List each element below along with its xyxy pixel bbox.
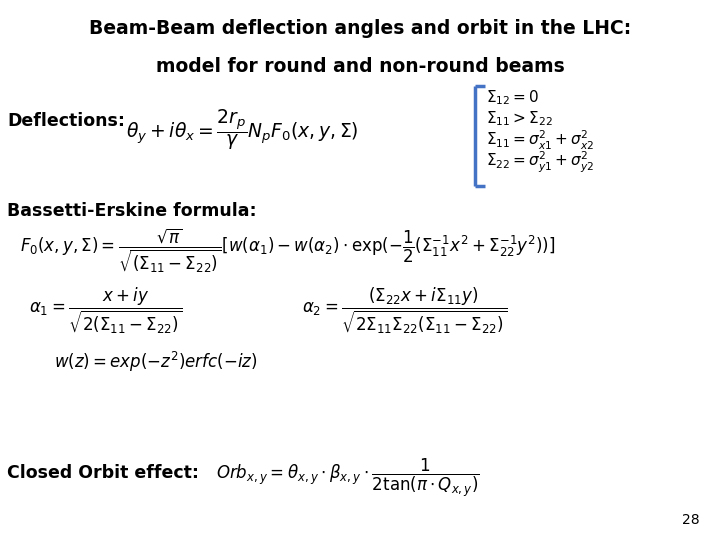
Text: $\Sigma_{12} = 0$: $\Sigma_{12} = 0$ — [486, 88, 539, 106]
Text: $\Sigma_{11} = \sigma_{x1}^2 + \sigma_{x2}^2$: $\Sigma_{11} = \sigma_{x1}^2 + \sigma_{x… — [486, 129, 594, 152]
Text: $F_0(x,y,\Sigma) = \dfrac{\sqrt{\pi}}{\sqrt{(\Sigma_{11}-\Sigma_{22})}}[w(\alpha: $F_0(x,y,\Sigma) = \dfrac{\sqrt{\pi}}{\s… — [20, 227, 556, 275]
Text: $\alpha_1 = \dfrac{x+iy}{\sqrt{2(\Sigma_{11}-\Sigma_{22})}}$: $\alpha_1 = \dfrac{x+iy}{\sqrt{2(\Sigma_… — [29, 285, 182, 336]
Text: $\Sigma_{22} = \sigma_{y1}^2 + \sigma_{y2}^2$: $\Sigma_{22} = \sigma_{y1}^2 + \sigma_{y… — [486, 150, 594, 174]
Text: 28: 28 — [683, 512, 700, 526]
Text: model for round and non-round beams: model for round and non-round beams — [156, 57, 564, 76]
Text: $Orb_{x,y} = \theta_{x,y} \cdot \beta_{x,y} \cdot \dfrac{1}{2\tan(\pi \cdot Q_{x: $Orb_{x,y} = \theta_{x,y} \cdot \beta_{x… — [216, 457, 480, 499]
Text: Deflections:: Deflections: — [7, 112, 125, 131]
Text: Bassetti-Erskine formula:: Bassetti-Erskine formula: — [7, 201, 257, 220]
Text: $\alpha_2 = \dfrac{(\Sigma_{22}x + i\Sigma_{11}y)}{\sqrt{2\Sigma_{11}\Sigma_{22}: $\alpha_2 = \dfrac{(\Sigma_{22}x + i\Sig… — [302, 285, 508, 336]
Text: Closed Orbit effect:: Closed Orbit effect: — [7, 463, 199, 482]
Text: $w(z) = exp(-z^2)erfc(-iz)$: $w(z) = exp(-z^2)erfc(-iz)$ — [54, 350, 258, 374]
Text: Beam-Beam deflection angles and orbit in the LHC:: Beam-Beam deflection angles and orbit in… — [89, 19, 631, 38]
Text: $\Sigma_{11} > \Sigma_{22}$: $\Sigma_{11} > \Sigma_{22}$ — [486, 110, 553, 128]
Text: $\theta_y + i\theta_x = \dfrac{2r_p}{\gamma} N_p F_0(x, y, \Sigma)$: $\theta_y + i\theta_x = \dfrac{2r_p}{\ga… — [126, 107, 359, 152]
